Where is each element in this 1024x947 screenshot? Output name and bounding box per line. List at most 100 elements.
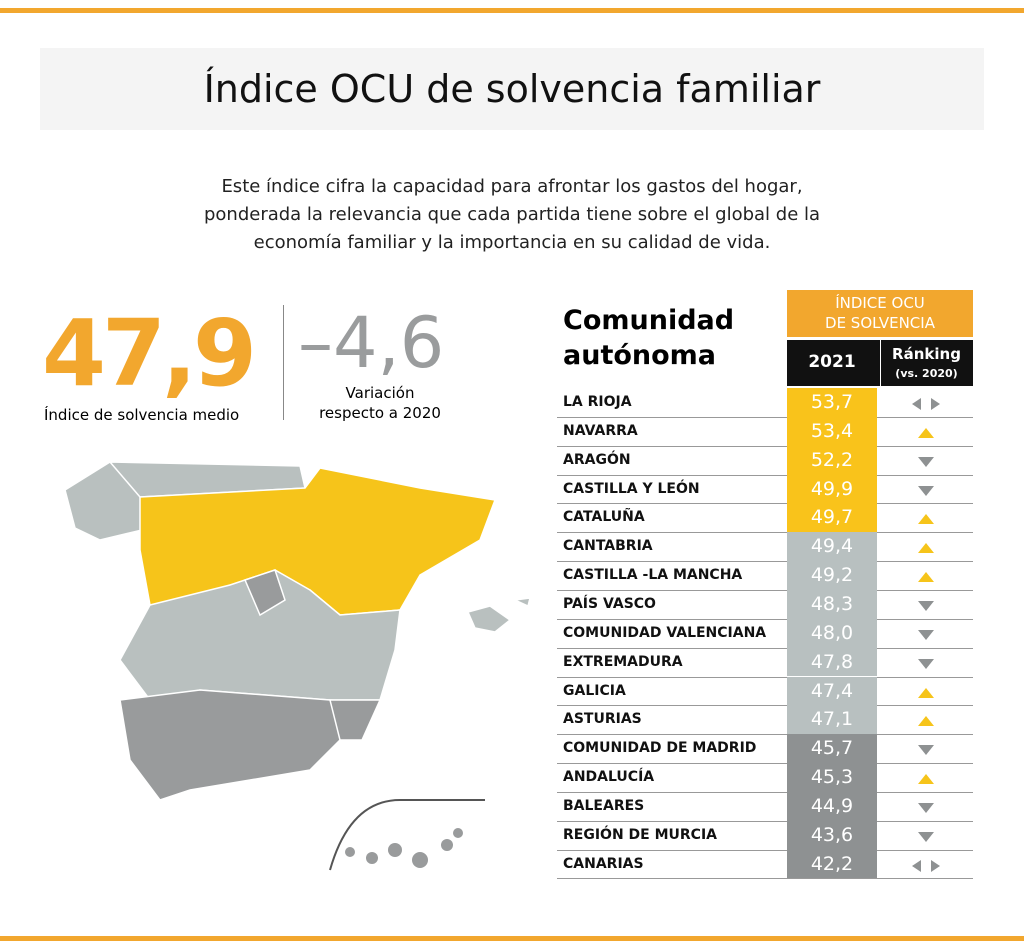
value: 42,2 bbox=[810, 852, 854, 875]
intro-line: Este índice cifra la capacidad para afro… bbox=[221, 176, 803, 197]
value: 45,3 bbox=[810, 766, 854, 789]
row-line bbox=[557, 734, 973, 736]
table-heading: autónoma bbox=[563, 340, 717, 371]
average-label: Índice de solvencia medio bbox=[44, 406, 240, 424]
value: 49,7 bbox=[810, 506, 854, 529]
region-name: COMUNIDAD VALENCIANA bbox=[563, 624, 767, 641]
region-name: COMUNIDAD DE MADRID bbox=[563, 740, 757, 757]
value-cell bbox=[787, 734, 877, 764]
column-label: (vs. 2020) bbox=[895, 367, 958, 380]
value: 53,4 bbox=[810, 419, 854, 442]
row-line bbox=[557, 791, 973, 793]
value-cell bbox=[787, 445, 877, 475]
value-cell bbox=[787, 647, 877, 677]
region-name: BALEARES bbox=[563, 797, 645, 814]
row-line bbox=[557, 561, 973, 563]
region-name: ASTURIAS bbox=[563, 711, 642, 728]
trend-icon bbox=[918, 456, 934, 467]
value: 49,9 bbox=[810, 477, 854, 500]
column-group-header bbox=[787, 290, 973, 337]
value-cell bbox=[787, 561, 877, 590]
row-line bbox=[557, 849, 973, 851]
variation-value: –4,6 bbox=[298, 302, 445, 384]
region-name: CANARIAS bbox=[563, 855, 644, 872]
trend-icon bbox=[918, 629, 934, 640]
intro-line: economía familiar y la importancia en su… bbox=[253, 232, 771, 253]
table-heading: Comunidad bbox=[563, 305, 735, 336]
inset-frame bbox=[329, 799, 485, 871]
row-line bbox=[557, 705, 973, 707]
region-name: REGIÓN DE MURCIA bbox=[563, 826, 717, 843]
region-name: NAVARRA bbox=[563, 422, 638, 439]
region-shape bbox=[243, 569, 286, 617]
value: 49,2 bbox=[810, 564, 854, 587]
region-name: CATALUÑA bbox=[563, 509, 645, 526]
canarias-shape bbox=[345, 828, 463, 868]
region-shape bbox=[329, 699, 382, 741]
region-shape bbox=[466, 605, 512, 633]
region-shape bbox=[512, 597, 531, 608]
region-name: CASTILLA Y LEÓN bbox=[563, 480, 700, 497]
row-line bbox=[557, 532, 973, 534]
trend-icon bbox=[918, 774, 934, 785]
value-cell bbox=[787, 791, 877, 821]
row-line bbox=[557, 445, 973, 447]
trend-icon bbox=[912, 398, 940, 410]
column-label: 2021 bbox=[808, 352, 856, 372]
intro-line: ponderada la relevancia que cada partida… bbox=[203, 204, 821, 225]
value-cell bbox=[787, 763, 877, 792]
trend-icon bbox=[918, 802, 934, 813]
region-name: EXTREMADURA bbox=[563, 653, 683, 670]
region-name: PAÍS VASCO bbox=[563, 595, 656, 612]
row-line bbox=[557, 878, 973, 880]
region-shape bbox=[119, 689, 362, 801]
value-cell bbox=[787, 388, 877, 417]
region-name: GALICIA bbox=[563, 682, 626, 699]
trend-icon bbox=[918, 485, 934, 496]
value: 52,2 bbox=[810, 448, 854, 471]
variation-label: Variación bbox=[345, 384, 415, 402]
row-line bbox=[557, 589, 973, 591]
value-cell bbox=[787, 416, 877, 446]
trend-icon bbox=[918, 658, 934, 669]
value: 47,4 bbox=[810, 679, 854, 702]
row-line bbox=[557, 647, 973, 649]
trend-icon bbox=[918, 572, 934, 583]
column-group-label: ÍNDICE OCU bbox=[835, 294, 925, 312]
top-rule bbox=[0, 8, 1024, 13]
value-cell bbox=[787, 618, 877, 648]
value: 48,3 bbox=[810, 592, 854, 615]
divider bbox=[283, 305, 284, 420]
row-line bbox=[557, 416, 973, 418]
map bbox=[64, 461, 531, 871]
region-name: ARAGÓN bbox=[563, 451, 631, 468]
row-line bbox=[557, 474, 973, 476]
trend-icon bbox=[918, 716, 934, 727]
value-cell bbox=[787, 705, 877, 735]
row-line bbox=[557, 676, 973, 678]
column-group-label: DE SOLVENCIA bbox=[825, 314, 935, 332]
value: 49,4 bbox=[810, 535, 854, 558]
value-cell bbox=[787, 532, 877, 562]
trend-icon bbox=[918, 600, 934, 611]
trend-icon bbox=[918, 514, 934, 525]
value-cell bbox=[787, 503, 877, 533]
region-name: CANTABRIA bbox=[563, 538, 653, 555]
value: 45,7 bbox=[810, 737, 854, 760]
value: 53,7 bbox=[810, 391, 854, 413]
row-line bbox=[557, 820, 973, 822]
bottom-rule bbox=[0, 936, 1024, 941]
variation-label: respecto a 2020 bbox=[319, 404, 441, 422]
trend-icon bbox=[918, 687, 934, 698]
region-name: CASTILLA -LA MANCHA bbox=[563, 567, 743, 584]
value-cell bbox=[787, 849, 877, 879]
row-line bbox=[557, 763, 973, 765]
trend-icon bbox=[918, 427, 934, 438]
value: 44,9 bbox=[810, 794, 854, 817]
row-line bbox=[557, 503, 973, 505]
region-name: ANDALUCÍA bbox=[563, 769, 655, 786]
value-cell bbox=[787, 474, 877, 504]
value-cell bbox=[787, 820, 877, 850]
value-cell bbox=[787, 676, 877, 706]
region-name: LA RIOJA bbox=[563, 394, 632, 410]
